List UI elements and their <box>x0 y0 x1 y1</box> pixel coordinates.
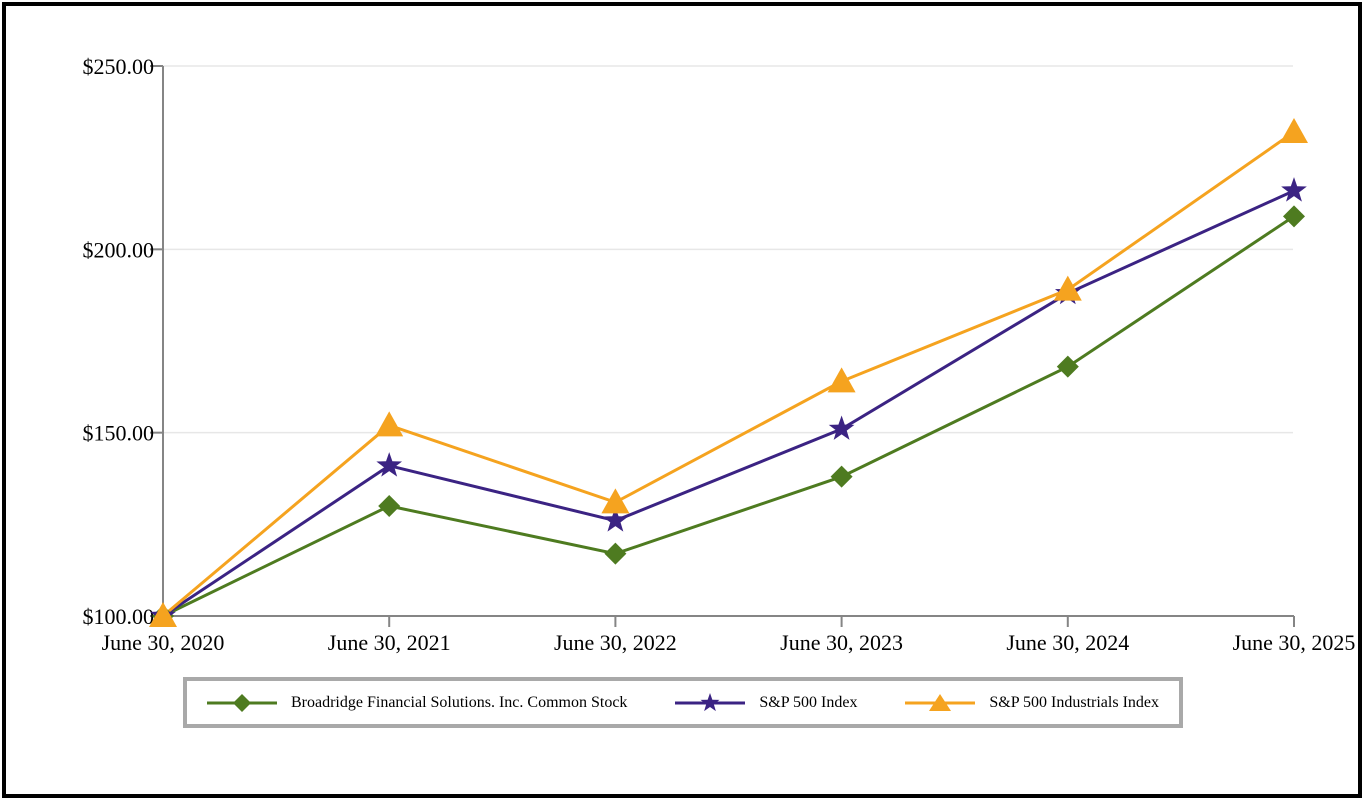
legend-label-sp500: S&P 500 Index <box>759 693 858 711</box>
x-tick-label: June 30, 2024 <box>1006 630 1129 655</box>
series-line-s-p-500-index <box>162 189 1295 618</box>
legend-item-sp500-industrials: S&P 500 Industrials Index <box>905 692 1159 714</box>
star-marker-icon <box>828 415 855 440</box>
diamond-marker-icon <box>378 495 401 517</box>
star-marker-icon <box>675 692 746 711</box>
diamond-marker-icon <box>1283 205 1305 228</box>
triangle-marker-icon <box>1280 118 1308 143</box>
y-tick-label: $150.00 <box>83 421 155 446</box>
x-tick-label: June 30, 2025 <box>1233 630 1356 655</box>
x-tick-label: June 30, 2022 <box>554 630 677 655</box>
triangle-marker-icon <box>375 411 404 437</box>
legend-item-broadridge: Broadridge Financial Solutions. Inc. Com… <box>207 692 627 714</box>
star-marker-icon <box>1281 177 1307 202</box>
y-tick-label: $250.00 <box>83 54 155 79</box>
x-tick-label: June 30, 2020 <box>102 630 225 655</box>
legend-item-sp500: S&P 500 Index <box>675 692 857 714</box>
y-tick-label: $100.00 <box>83 604 155 629</box>
legend-label-sp500-industrials: S&P 500 Industrials Index <box>989 693 1159 711</box>
star-marker-icon <box>602 507 629 532</box>
x-tick-label: June 30, 2023 <box>780 630 903 655</box>
legend: Broadridge Financial Solutions. Inc. Com… <box>183 677 1183 728</box>
y-tick-label: $200.00 <box>83 237 155 262</box>
triangle-marker-icon <box>149 602 177 627</box>
series-line-broadridge-financial-solutions-inc-common-stock <box>162 215 1295 618</box>
triangle-marker-icon <box>827 367 856 393</box>
triangle-marker-icon <box>905 693 976 711</box>
diamond-marker-icon <box>207 693 277 712</box>
star-marker-icon <box>376 452 403 477</box>
series-line-s-p-500-industrials-index <box>162 130 1295 618</box>
diamond-marker-icon <box>830 465 853 488</box>
diamond-marker-icon <box>1056 355 1079 378</box>
legend-label-broadridge: Broadridge Financial Solutions. Inc. Com… <box>291 693 628 711</box>
diamond-marker-icon <box>604 542 627 565</box>
triangle-marker-icon <box>1053 275 1082 301</box>
x-tick-label: June 30, 2021 <box>328 630 451 655</box>
triangle-marker-icon <box>601 488 630 514</box>
